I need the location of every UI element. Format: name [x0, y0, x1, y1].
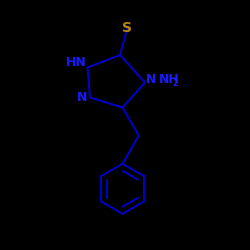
Text: HN: HN — [66, 56, 86, 69]
Text: N: N — [77, 91, 88, 104]
Text: S: S — [122, 20, 132, 34]
Text: N: N — [146, 73, 156, 86]
Text: NH: NH — [159, 73, 180, 86]
Text: 2: 2 — [172, 79, 178, 88]
